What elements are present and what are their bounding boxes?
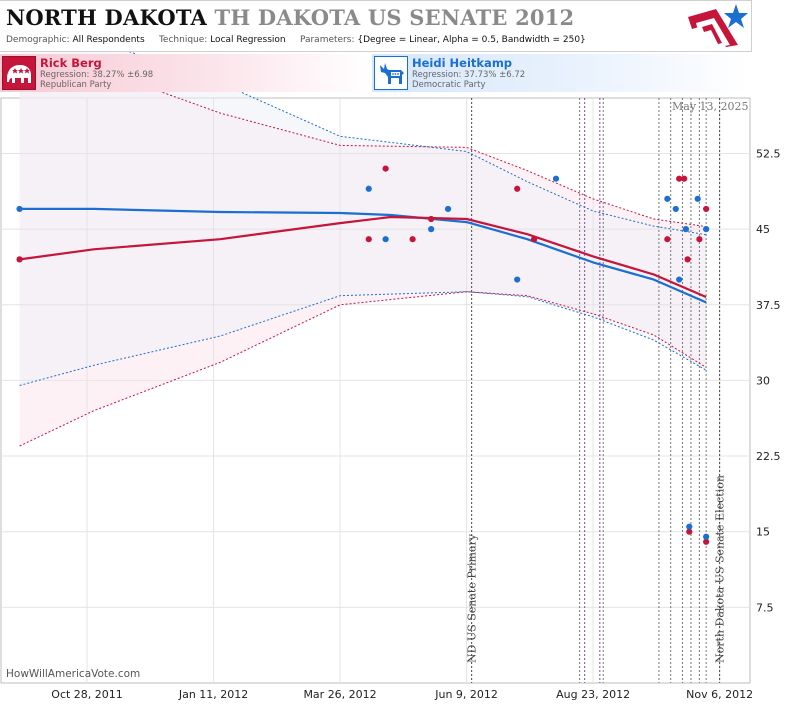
poll-point-heidi-heitkamp <box>703 533 710 540</box>
poll-point-rick-berg <box>686 528 693 535</box>
title-bar: NORTH DAKOTA TH DAKOTA US SENATE 2012 De… <box>0 0 752 52</box>
demographic-value: All Respondents <box>72 35 145 45</box>
band-upper-heidi-heitkamp <box>19 31 707 236</box>
y-tick-label: 22.5 <box>756 450 781 463</box>
y-tick-label: 15 <box>756 526 770 539</box>
candidate-name: Rick Berg <box>40 56 102 70</box>
x-tick-label: Jan 11, 2012 <box>178 688 248 701</box>
candidate-regression: Regression: 37.73% ±6.72 <box>412 70 526 80</box>
elephant-icon <box>2 56 36 90</box>
technique-label: Technique: <box>158 35 208 45</box>
poll-point-heidi-heitkamp <box>676 276 683 283</box>
technique-value: Local Regression <box>210 35 286 45</box>
candidate-card-rick-berg: Rick Berg Regression: 38.27% ±6.98 Repub… <box>0 54 372 92</box>
poll-point-rick-berg <box>409 236 416 243</box>
poll-point-rick-berg <box>664 236 671 243</box>
poll-point-rick-berg <box>684 256 691 263</box>
poll-point-heidi-heitkamp <box>428 226 435 233</box>
poll-point-rick-berg <box>696 236 703 243</box>
poll-point-rick-berg <box>530 236 538 243</box>
candidate-party: Democratic Party <box>412 80 486 90</box>
parameters-value: {Degree = Linear, Alpha = 0.5, Bandwidth… <box>357 35 586 45</box>
poll-point-rick-berg <box>382 165 389 172</box>
x-tick-label: Mar 26, 2012 <box>303 688 376 701</box>
band-lower-rick-berg <box>19 291 707 447</box>
stars-stripes-logo-icon <box>688 4 748 47</box>
poll-point-heidi-heitkamp <box>703 226 710 233</box>
title-race: TH DAKOTA US SENATE 2012 <box>214 5 575 30</box>
poll-point-heidi-heitkamp <box>672 205 679 213</box>
candidate-party: Republican Party <box>40 80 112 90</box>
donkey-icon <box>374 56 408 90</box>
poll-point-rick-berg <box>365 236 372 243</box>
event-label: North Dakota US Senate Election <box>714 475 727 663</box>
demographic-label: Demographic: <box>6 35 70 45</box>
y-tick-label: 7.5 <box>756 601 774 614</box>
poll-point-heidi-heitkamp <box>444 205 452 213</box>
poll-point-heidi-heitkamp <box>682 226 689 233</box>
poll-point-heidi-heitkamp <box>686 523 693 530</box>
band-lower-heidi-heitkamp <box>19 291 707 386</box>
candidate-name: Heidi Heitkamp <box>412 56 513 70</box>
poll-point-heidi-heitkamp <box>664 195 671 202</box>
title-state: NORTH DAKOTA <box>6 5 208 30</box>
poll-point-rick-berg <box>676 175 683 182</box>
y-tick-label: 30 <box>756 374 770 387</box>
poll-point-rick-berg <box>514 185 521 192</box>
poll-point-rick-berg <box>681 175 688 182</box>
candidate-card-heidi-heitkamp: Heidi Heitkamp Regression: 37.73% ±6.72 … <box>372 54 750 92</box>
x-tick-label: Aug 23, 2012 <box>556 688 630 701</box>
y-tick-label: 45 <box>756 223 770 236</box>
candidate-regression: Regression: 38.27% ±6.98 <box>40 70 154 80</box>
poll-point-heidi-heitkamp <box>382 236 389 243</box>
poll-point-heidi-heitkamp <box>16 205 23 213</box>
parameters-label: Parameters: <box>299 35 355 45</box>
x-tick-label: Nov 6, 2012 <box>686 688 753 701</box>
poll-point-rick-berg <box>16 256 23 263</box>
x-tick-label: Jun 9, 2012 <box>434 688 498 701</box>
event-label: ND US Senate Primary <box>466 533 479 663</box>
poll-point-heidi-heitkamp <box>514 276 521 283</box>
poll-point-rick-berg <box>703 538 710 545</box>
site-credit: HowWillAmericaVote.com <box>6 668 141 680</box>
as-of-date: May 13, 2025 <box>672 100 749 113</box>
poll-point-heidi-heitkamp <box>694 195 701 202</box>
poll-point-heidi-heitkamp <box>365 185 372 192</box>
poll-point-rick-berg <box>428 215 435 223</box>
y-tick-label: 37.5 <box>756 299 781 312</box>
y-tick-label: 52.5 <box>756 147 781 160</box>
subtitle-parameters: Demographic: All Respondents Technique: … <box>6 35 586 45</box>
poll-point-rick-berg <box>703 205 710 213</box>
page-title: NORTH DAKOTA TH DAKOTA US SENATE 2012 <box>6 5 574 30</box>
poll-point-heidi-heitkamp <box>552 175 560 182</box>
x-tick-label: Oct 28, 2011 <box>51 688 123 701</box>
